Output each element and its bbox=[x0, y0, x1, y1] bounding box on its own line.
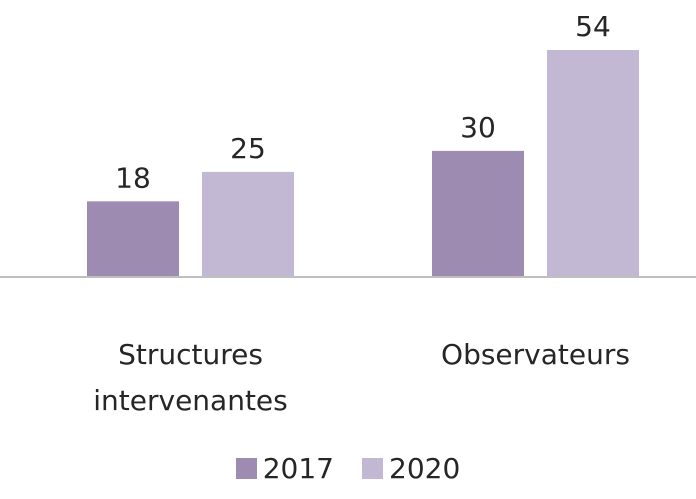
legend-swatch bbox=[362, 458, 383, 479]
legend: 2017 2020 bbox=[0, 452, 696, 485]
x-tick-label: Observateurs bbox=[441, 338, 630, 371]
legend-label: 2020 bbox=[389, 452, 461, 485]
legend-swatch bbox=[235, 458, 257, 479]
legend-label: 2017 bbox=[262, 452, 334, 485]
legend-item: 2020 bbox=[362, 452, 460, 485]
legend-item: 2017 bbox=[235, 452, 334, 485]
data-label: 54 bbox=[575, 10, 611, 43]
bar bbox=[432, 150, 524, 277]
bar bbox=[202, 171, 294, 277]
x-tick-label: Structures intervenantes bbox=[93, 338, 288, 417]
data-label: 30 bbox=[460, 111, 496, 144]
bar bbox=[547, 50, 639, 277]
bar bbox=[87, 201, 179, 277]
data-label: 25 bbox=[230, 132, 266, 165]
data-label: 18 bbox=[115, 161, 151, 194]
